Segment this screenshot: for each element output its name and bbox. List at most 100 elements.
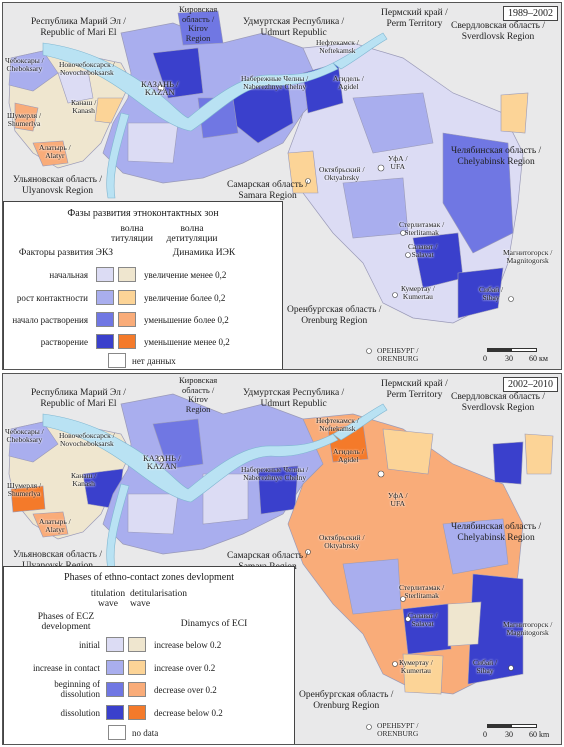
label-perm: Пермский край / Perm Territory bbox=[381, 8, 448, 29]
legend-dynamics-header: Dinamycs of ECI bbox=[180, 619, 248, 629]
legend-factor-4: растворение bbox=[40, 337, 88, 347]
city-marker-salavat bbox=[405, 252, 411, 258]
legend-dynamics-header: Динамика ИЭК bbox=[172, 248, 236, 258]
city-marker-sibay bbox=[508, 296, 514, 302]
swatch-dec-below bbox=[118, 334, 136, 349]
legend-title: Phases of ethno-contact zones devlopment bbox=[64, 572, 234, 583]
district bbox=[152, 418, 204, 470]
label-sverdlovsk: Свердловская область / Sverdlovsk Region bbox=[451, 21, 546, 42]
label-sibay: Сибай / Sibay bbox=[473, 658, 498, 675]
label-alatyr: Алатырь / Alatyr bbox=[39, 143, 71, 160]
district bbox=[177, 10, 224, 46]
river-volga-kama bbox=[42, 42, 339, 132]
district bbox=[10, 485, 46, 513]
swatch-initial bbox=[106, 637, 124, 652]
label-udmurt: Удмуртская Республика / Udmurt Republic bbox=[243, 388, 345, 409]
map-panel-2002-2010: 2002–2010 Республика Марий Эл / Republic… bbox=[2, 373, 562, 745]
river-kama-reservoir bbox=[332, 32, 388, 70]
label-mari-el: Республика Марий Эл / Republic of Mari E… bbox=[31, 17, 126, 38]
choropleth-map-2002-2010 bbox=[8, 393, 554, 730]
swatch-begin-dissolution bbox=[106, 682, 124, 697]
label-chelyabinsk: Челябинская область / Chelyabinsk Region bbox=[451, 146, 542, 167]
label-salavat: Салават / Salavat bbox=[408, 242, 438, 259]
label-kirov: Кировская область / Kirov Region bbox=[179, 4, 218, 43]
district bbox=[32, 511, 69, 538]
city-marker-kazan bbox=[157, 455, 165, 463]
label-salavat: Салават / Salavat bbox=[408, 611, 438, 628]
district bbox=[202, 473, 249, 525]
legend-dyn-3: decrease over 0.2 bbox=[154, 685, 217, 695]
legend-no-data: нет данных bbox=[132, 356, 176, 366]
swatch-inc-over bbox=[118, 290, 136, 305]
label-kanash: Канаш / Kanash bbox=[71, 471, 97, 488]
label-magnitogorsk: Магнитогорск / Magnitogorsk bbox=[503, 248, 553, 265]
label-shumerlya: Шумерля / Shumerlya bbox=[7, 481, 42, 498]
label-shumerlya: Шумерля / Shumerlya bbox=[7, 111, 42, 128]
legend-dyn-3: уменьшение более 0,2 bbox=[144, 315, 229, 325]
district bbox=[382, 428, 434, 475]
city-marker-orenburg bbox=[366, 348, 372, 354]
label-ulyanovsk: Ульяновская область / Ulyanovsk Region bbox=[13, 550, 103, 571]
label-ulyanovsk: Ульяновская область / Ulyanovsk Region bbox=[13, 175, 103, 196]
label-alatyr: Алатырь / Alatyr bbox=[39, 517, 71, 534]
city-marker-sterlitamak bbox=[400, 230, 406, 236]
city-marker-oktyabrsky bbox=[305, 549, 311, 555]
label-novocheboksarsk: Новочебоксарск / Novocheboksarsk bbox=[59, 431, 115, 448]
label-kanash: Канаш / Kanash bbox=[71, 98, 97, 115]
legend-factor-2: рост контактности bbox=[16, 293, 88, 303]
scale-zero: 0 bbox=[483, 730, 487, 739]
map-panel-1989-2002: 1989–2002 Республика Марий Эл / Republic… bbox=[2, 2, 562, 370]
district bbox=[442, 132, 514, 254]
legend-factors-header: Phases of ECZ development bbox=[37, 612, 95, 632]
legend-dyn-1: увеличение менее 0,2 bbox=[144, 270, 227, 280]
district bbox=[342, 177, 409, 239]
label-kirov: Кировская область / Kirov Region bbox=[179, 375, 218, 414]
river-volga-kama bbox=[42, 413, 339, 503]
city-marker-salavat bbox=[405, 616, 411, 622]
legend-en: Phases of ethno-contact zones devlopment… bbox=[3, 566, 295, 744]
legend-no-data: no data bbox=[132, 728, 159, 738]
label-oktyabrsky: Октябрьский / Oktyabrsky bbox=[319, 165, 365, 182]
label-cheboksary: Чебоксары / Cheboksary bbox=[5, 56, 44, 73]
choropleth-map-1989-2002 bbox=[8, 10, 529, 354]
legend-factors-header: Факторы развития ЭКЗ bbox=[18, 248, 114, 258]
city-marker-kazan bbox=[157, 84, 165, 92]
district bbox=[442, 518, 509, 575]
legend-col1-header: волна титуляции bbox=[111, 224, 153, 244]
city-marker-kumertau bbox=[392, 661, 398, 667]
label-orenburg-city: ОРЕНБУРГ / ORENBURG bbox=[377, 346, 419, 363]
scale-bar: 0 30 60 км bbox=[483, 348, 558, 368]
label-samara: Самарская область / Samara Region bbox=[227, 180, 309, 201]
legend-dyn-4: decrease below 0.2 bbox=[154, 708, 223, 718]
district bbox=[467, 573, 524, 685]
label-sterlitamak: Стерлитамак / Sterlitamak bbox=[399, 583, 445, 600]
district bbox=[402, 653, 444, 695]
label-chelyabinsk: Челябинская область / Chelyabinsk Region bbox=[451, 522, 542, 543]
swatch-dissolution bbox=[106, 705, 124, 720]
legend-factor-1: initial bbox=[79, 640, 100, 650]
city-marker-orenburg bbox=[366, 724, 372, 730]
city-marker-sibay bbox=[508, 665, 514, 671]
scale-bar: 0 30 60 km bbox=[483, 724, 558, 744]
city-marker-sterlitamak bbox=[400, 596, 406, 602]
city-marker-kumertau bbox=[392, 292, 398, 298]
label-ufa: УфА / UFA bbox=[388, 491, 408, 508]
label-chelny: Набережные Челны / Naberezhnye Chelny bbox=[241, 465, 309, 482]
legend-dyn-2: увеличение более 0,2 bbox=[144, 293, 226, 303]
district bbox=[402, 603, 452, 655]
swatch-inc-over bbox=[128, 660, 146, 675]
label-agidel: Агидель / Agidel bbox=[333, 74, 364, 91]
label-orenburg-region: Оренбургская область / Orenburg Region bbox=[299, 690, 394, 711]
district bbox=[8, 50, 59, 92]
period-label: 2002–2010 bbox=[503, 377, 558, 392]
legend-factor-2: increase in contact bbox=[33, 663, 100, 673]
district bbox=[32, 140, 69, 167]
legend-factor-3: beginning of dissolution bbox=[54, 679, 100, 699]
scale-end: 60 км bbox=[529, 354, 548, 363]
scale-zero: 0 bbox=[483, 354, 487, 363]
district bbox=[500, 92, 529, 134]
label-sibay: Сибай / Sibay bbox=[479, 285, 504, 302]
district bbox=[287, 150, 319, 194]
swatch-inc-below bbox=[118, 267, 136, 282]
district bbox=[8, 421, 59, 463]
